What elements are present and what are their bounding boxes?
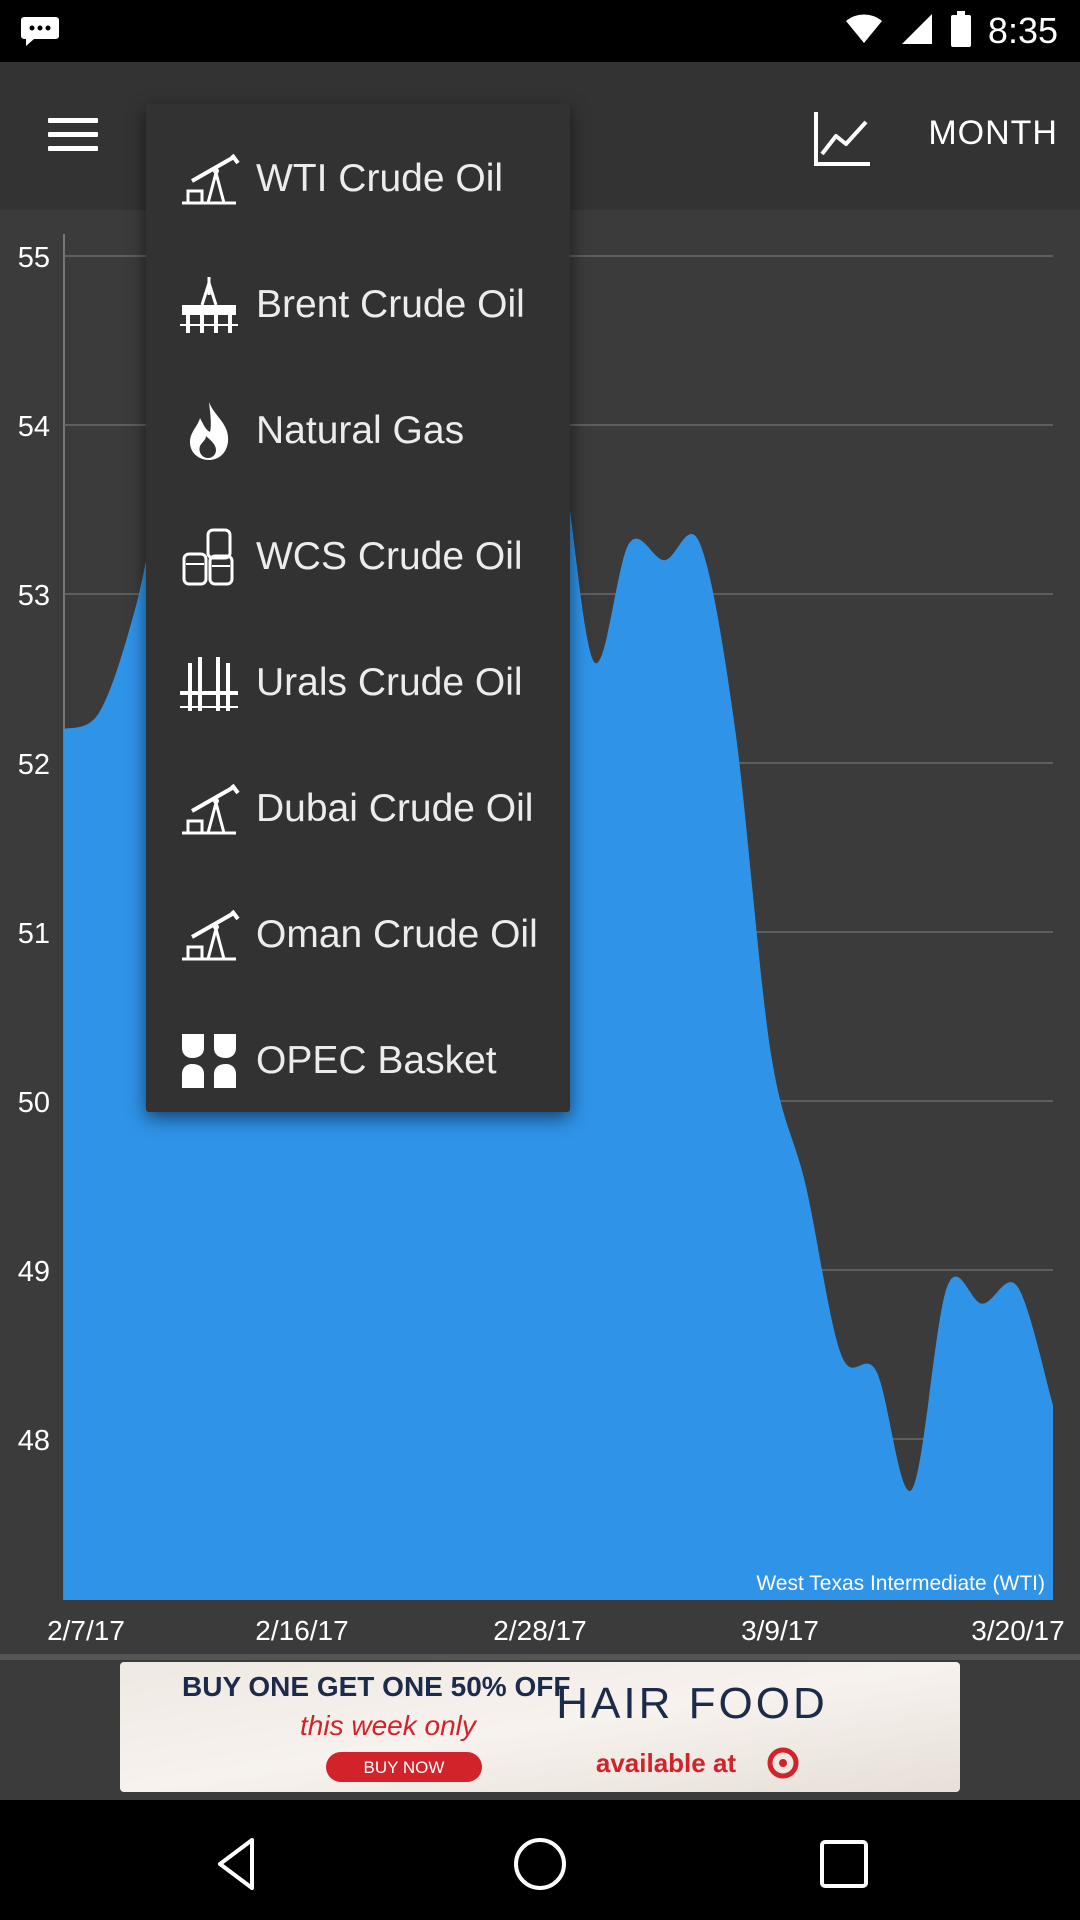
menu-item-opec-basket[interactable]: OPEC Basket [146, 998, 570, 1124]
y-tick-label: 52 [18, 749, 50, 781]
refinery-icon [178, 652, 240, 714]
y-tick-label: 54 [18, 411, 50, 443]
ad-brand: HAIR FOOD [556, 1679, 827, 1728]
menu-item-natural-gas[interactable]: Natural Gas [146, 368, 570, 494]
month-range-button[interactable]: MONTH [928, 114, 1058, 152]
home-circle-icon[interactable] [510, 1834, 570, 1894]
y-tick-label: 53 [18, 580, 50, 612]
offshore-rig-icon [178, 274, 240, 336]
pumpjack-icon [178, 148, 240, 210]
menu-item-label: WTI Crude Oil [256, 157, 504, 200]
menu-item-label: Dubai Crude Oil [256, 787, 534, 830]
opec-logo-icon [178, 1030, 240, 1092]
ad-cta: BUY NOW [364, 1758, 445, 1777]
pumpjack-icon [178, 904, 240, 966]
x-tick-label: 3/20/17 [971, 1615, 1064, 1646]
y-tick-label: 50 [18, 1087, 50, 1119]
notification-icons [20, 12, 60, 48]
menu-item-oman-crude-oil[interactable]: Oman Crude Oil [146, 872, 570, 998]
recents-square-icon[interactable] [814, 1834, 874, 1894]
menu-item-label: Urals Crude Oil [256, 661, 523, 704]
wifi-icon [844, 13, 884, 50]
x-tick-label: 2/16/17 [255, 1615, 348, 1646]
ad-buy-now-button[interactable] [326, 1752, 482, 1782]
menu-item-label: OPEC Basket [256, 1039, 497, 1082]
signal-icon [900, 12, 934, 51]
battery-icon [950, 10, 972, 52]
menu-item-label: WCS Crude Oil [256, 535, 523, 578]
menu-item-label: Natural Gas [256, 409, 465, 452]
hamburger-icon[interactable] [48, 118, 98, 158]
menu-item-label: Brent Crude Oil [256, 283, 525, 326]
menu-item-wti-crude-oil[interactable]: WTI Crude Oil [146, 116, 570, 242]
navigation-bar [0, 1800, 1080, 1920]
x-tick-label: 2/7/17 [47, 1615, 125, 1646]
x-tick-label: 2/28/17 [493, 1615, 586, 1646]
flame-icon [178, 400, 240, 462]
menu-item-dubai-crude-oil[interactable]: Dubai Crude Oil [146, 746, 570, 872]
pumpjack-icon [178, 778, 240, 840]
clock: 8:35 [987, 10, 1058, 51]
x-tick-label: 3/9/17 [741, 1615, 819, 1646]
ad-subline: this week only [300, 1710, 478, 1741]
status-right: 8:35 [844, 10, 1058, 52]
ad-banner[interactable]: BUY ONE GET ONE 50% OFF this week only B… [120, 1662, 960, 1792]
menu-item-urals-crude-oil[interactable]: Urals Crude Oil [146, 620, 570, 746]
menu-item-wcs-crude-oil[interactable]: WCS Crude Oil [146, 494, 570, 620]
y-tick-label: 48 [18, 1425, 50, 1457]
y-tick-label: 49 [18, 1256, 50, 1288]
status-bar: 8:35 [0, 0, 1080, 62]
line-chart-icon[interactable] [810, 106, 874, 170]
y-tick-label: 51 [18, 918, 50, 950]
menu-item-brent-crude-oil[interactable]: Brent Crude Oil [146, 242, 570, 368]
back-triangle-icon[interactable] [208, 1834, 268, 1894]
y-tick-label: 55 [18, 242, 50, 274]
menu-item-label: Oman Crude Oil [256, 913, 538, 956]
ad-headline: BUY ONE GET ONE 50% OFF [182, 1671, 570, 1702]
barrels-icon [178, 526, 240, 588]
series-legend-label: West Texas Intermediate (WTI) [756, 1572, 1045, 1595]
commodity-menu: WTI Crude Oil Brent Crude Oil Natural Gas W… [146, 104, 570, 1112]
target-logo-icon [767, 1747, 799, 1779]
message-icon [20, 12, 60, 48]
ad-availability: available at [596, 1748, 737, 1778]
chart-bottom-divider [0, 1654, 1080, 1660]
